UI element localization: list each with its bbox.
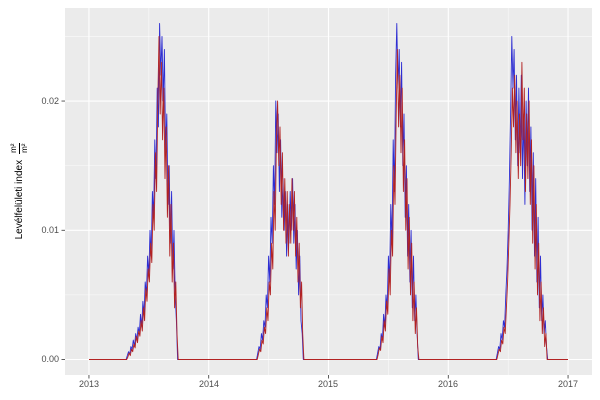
- fraction-denominator: m²: [18, 142, 29, 154]
- y-axis-title-fraction: m² m²: [9, 142, 29, 154]
- x-tick-label: 2017: [557, 379, 579, 389]
- x-tick-label: 2015: [317, 379, 339, 389]
- fraction-numerator: m²: [9, 143, 19, 153]
- y-tick-label: 0.01: [41, 224, 59, 235]
- y-tick-label: 0.02: [41, 95, 59, 106]
- x-tick-label: 2013: [78, 379, 100, 389]
- x-tick-label: 2014: [198, 379, 220, 389]
- x-tick-label: 2016: [437, 379, 459, 389]
- y-tick-label: 0.00: [41, 354, 59, 364]
- series-line-red: [89, 35, 568, 360]
- y-axis-title-text: Levélfelületi index: [13, 159, 25, 240]
